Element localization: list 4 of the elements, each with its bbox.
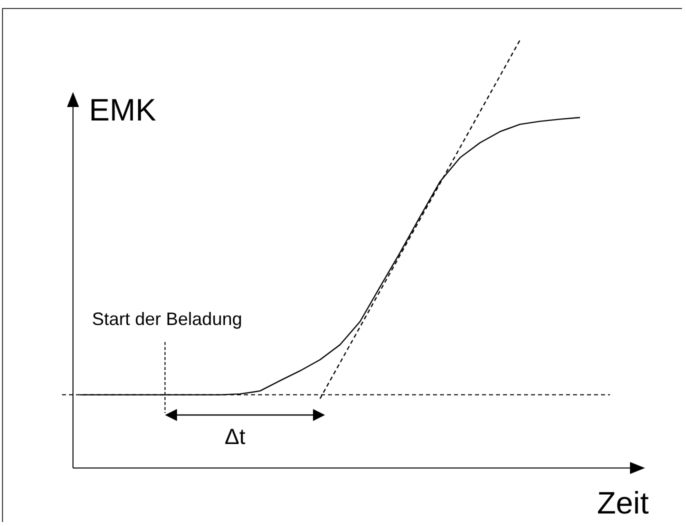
annotation: Δt [224,424,246,450]
annotation: Start der Beladung [92,308,242,329]
y-axis-title: EMK [89,92,156,128]
x-axis-title: Zeit [597,486,650,521]
